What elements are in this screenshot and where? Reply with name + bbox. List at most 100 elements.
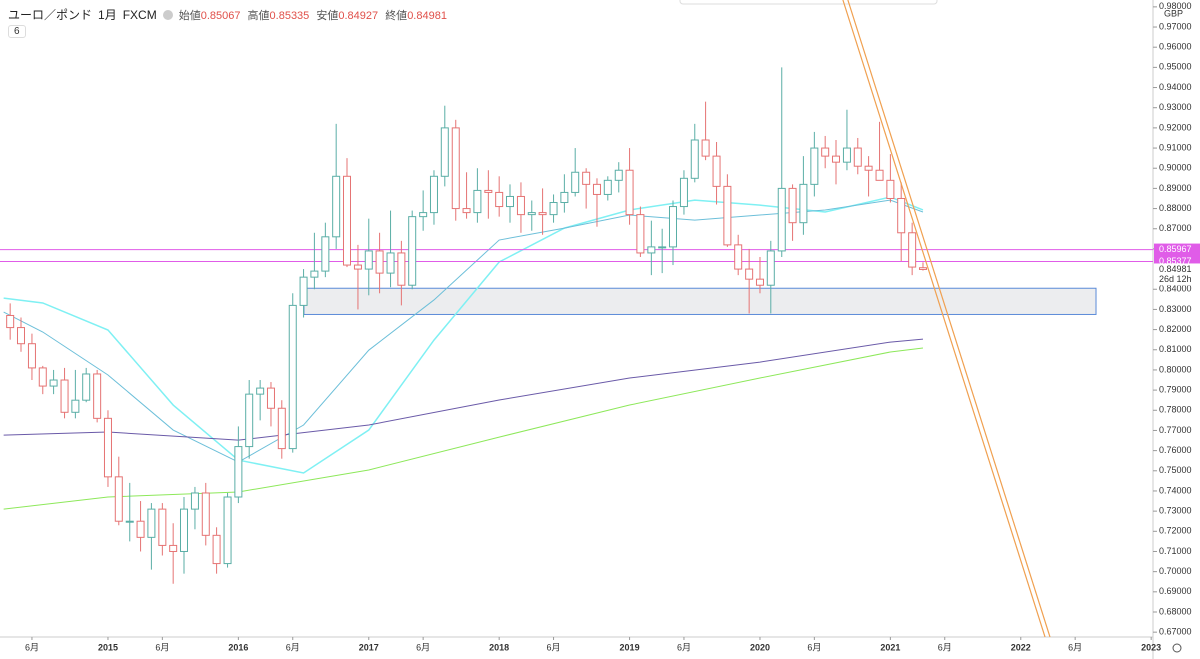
candle-body — [679, 177, 688, 208]
candle-body — [114, 476, 123, 522]
candle-body — [495, 191, 504, 208]
candle-body — [777, 187, 786, 252]
candle-body — [908, 232, 917, 268]
candle-body — [201, 492, 210, 536]
x-tick-label: 2021 — [880, 642, 900, 652]
y-tick-label: 0.71000 — [1159, 546, 1192, 556]
y-tick-label: 0.72000 — [1159, 526, 1192, 536]
candle-body — [299, 276, 308, 306]
candle-body — [821, 147, 830, 157]
y-tick-label: 0.81000 — [1159, 344, 1192, 354]
y-tick-label: 0.95000 — [1159, 62, 1192, 72]
y-tick-label: 0.74000 — [1159, 485, 1192, 495]
candle-body — [179, 508, 188, 552]
open-label: 始値 — [178, 9, 201, 22]
candle-body — [212, 534, 221, 565]
close-label: 終値 — [385, 9, 408, 22]
low-label: 安値 — [316, 9, 339, 22]
indicator-badge[interactable]: 6 — [8, 25, 26, 38]
candle-body — [864, 165, 873, 171]
candle-body — [745, 268, 754, 280]
candle-body — [158, 508, 167, 546]
current-price: 0.84981 — [1159, 264, 1192, 274]
candle-body — [321, 236, 330, 272]
y-tick-label: 0.93000 — [1159, 102, 1192, 112]
x-tick-label: 2020 — [750, 642, 770, 652]
source: FXCM — [122, 7, 157, 22]
candle-body — [408, 216, 417, 286]
candle-body — [169, 544, 178, 552]
candle-body — [701, 139, 710, 157]
y-tick-label: 0.87000 — [1159, 223, 1192, 233]
y-tick-label: 0.82000 — [1159, 324, 1192, 334]
y-tick-label: 0.91000 — [1159, 142, 1192, 152]
moving-average — [3, 338, 924, 441]
y-tick-label: 0.96000 — [1159, 42, 1192, 52]
x-tick-label: 2017 — [359, 642, 379, 652]
settings-icon[interactable] — [1172, 643, 1182, 653]
low-value: 0.84927 — [338, 9, 379, 22]
candle-body — [842, 147, 851, 163]
candle-body — [853, 147, 862, 167]
candle-body — [527, 212, 536, 216]
candle-body — [831, 155, 840, 163]
candle-body — [288, 304, 297, 450]
high-label: 高値 — [247, 9, 270, 22]
candle-body — [342, 175, 351, 266]
candle-body — [625, 169, 634, 216]
badge-count: 6 — [14, 26, 20, 37]
x-tick-label: 6月 — [155, 642, 169, 652]
open-value: 0.85067 — [200, 9, 241, 22]
x-tick-label: 2015 — [98, 642, 118, 652]
y-tick-label: 0.70000 — [1159, 566, 1192, 576]
candle-body — [614, 169, 623, 181]
candle-body — [419, 212, 428, 218]
candle-body — [462, 208, 471, 214]
candle-body — [245, 393, 254, 448]
candle-body — [723, 185, 732, 246]
candle-body — [397, 252, 406, 286]
candle-body — [592, 183, 601, 195]
y-tick-label: 0.88000 — [1159, 203, 1192, 213]
x-tick-label: 6月 — [807, 642, 821, 652]
candle-body — [440, 127, 449, 177]
x-tick-label: 2016 — [228, 642, 248, 652]
candle-body — [799, 183, 808, 224]
candle-body — [223, 496, 232, 565]
candle-body — [897, 197, 906, 234]
currency: GBP — [1164, 8, 1183, 18]
y-tick-label: 0.97000 — [1159, 21, 1192, 31]
x-tick-label: 2022 — [1011, 642, 1031, 652]
y-tick-label: 0.84000 — [1159, 284, 1192, 294]
hline-label: 0.85967 — [1159, 244, 1192, 254]
x-tick-label: 6月 — [938, 642, 952, 652]
x-tick-label: 2018 — [489, 642, 509, 652]
x-tick-label: 6月 — [25, 642, 39, 652]
candle-body — [766, 250, 775, 286]
candle-body — [538, 212, 547, 216]
x-tick-label: 2019 — [620, 642, 640, 652]
candle-body — [473, 189, 482, 214]
candle-body — [810, 147, 819, 185]
candle-body — [332, 175, 341, 238]
candle-body — [647, 246, 656, 254]
price-label-bg — [1154, 263, 1200, 286]
candle-body — [658, 246, 667, 249]
y-tick-label: 0.69000 — [1159, 586, 1192, 596]
candle-body — [734, 244, 743, 270]
candle-body — [375, 250, 384, 274]
y-tick-label: 0.76000 — [1159, 445, 1192, 455]
header: ユーロ／ポンド 1月 FXCM 始値0.85067 高値0.85335 安値0.… — [8, 6, 451, 23]
candle-body — [16, 327, 25, 345]
candle-body — [256, 387, 265, 395]
plot-area — [0, 0, 1153, 637]
candle-body — [549, 202, 558, 216]
candle-body — [582, 171, 591, 185]
y-tick-label: 0.90000 — [1159, 163, 1192, 173]
candle-body — [571, 171, 580, 193]
y-tick-label: 0.73000 — [1159, 506, 1192, 516]
y-tick-label: 0.94000 — [1159, 82, 1192, 92]
candle-body — [484, 189, 493, 193]
